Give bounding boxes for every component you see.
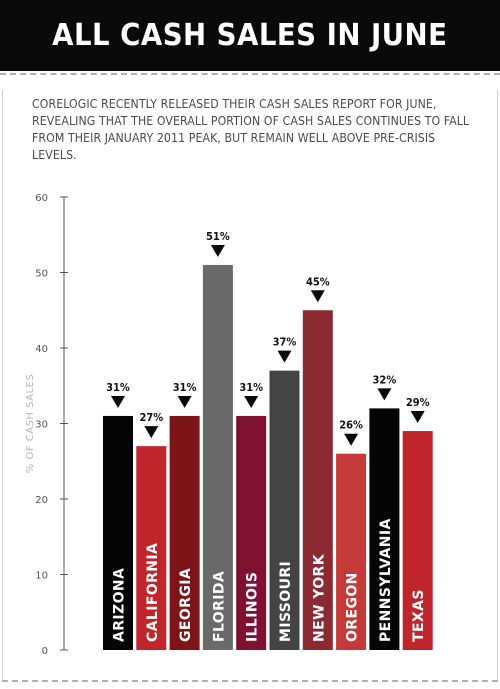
y-tick-label: 60 xyxy=(35,193,48,204)
y-tick-label: 40 xyxy=(35,344,48,355)
bar xyxy=(402,431,433,650)
bottom-divider xyxy=(2,680,498,682)
y-tick-label: 10 xyxy=(35,571,48,582)
bar xyxy=(236,415,267,650)
bar-marker-triangle xyxy=(344,433,359,446)
page-title: ALL CASH SALES IN JUNE xyxy=(52,18,448,53)
bar-category-label: ILLINOIS xyxy=(245,572,261,642)
bar-data-label: 32% xyxy=(373,373,397,386)
title-banner: ALL CASH SALES IN JUNE xyxy=(0,0,500,71)
bar-category-label: FLORIDA xyxy=(211,571,227,642)
bar-category-label: NEW YORK xyxy=(311,553,327,642)
bar-data-label: 29% xyxy=(406,396,430,409)
bar-marker-triangle xyxy=(111,395,125,408)
bar-marker-triangle xyxy=(310,290,325,303)
bar-data-label: 45% xyxy=(306,275,330,288)
bar-marker-triangle xyxy=(210,244,225,257)
bar-marker-triangle xyxy=(377,388,392,401)
y-tick-label: 50 xyxy=(35,269,48,280)
bar-marker-triangle xyxy=(410,411,425,424)
bar-data-label: 37% xyxy=(273,336,297,349)
y-axis-title: % OF CASH SALES xyxy=(25,374,36,473)
bar-category-label: MISSOURI xyxy=(278,561,294,642)
bar-data-label: 51% xyxy=(206,230,230,243)
bar-data-label: 31% xyxy=(106,381,130,394)
bar-marker-triangle xyxy=(144,426,159,439)
bar-marker-triangle xyxy=(177,395,192,408)
bar xyxy=(302,310,333,650)
bar-data-label: 31% xyxy=(173,381,197,394)
bar-data-label: 31% xyxy=(239,381,263,394)
bar-category-label: CALIFORNIA xyxy=(145,543,161,642)
bar-category-label: TEXAS xyxy=(411,589,427,642)
bar xyxy=(369,408,400,650)
bar-data-label: 26% xyxy=(339,419,363,432)
bar xyxy=(136,446,167,650)
bar xyxy=(202,264,233,650)
bar-category-label: ARIZONA xyxy=(112,568,128,642)
y-tick-label: 30 xyxy=(35,420,48,431)
bar xyxy=(336,453,367,650)
bar xyxy=(269,370,300,650)
bar xyxy=(103,415,133,650)
bar xyxy=(169,415,200,650)
bar-category-label: OREGON xyxy=(345,572,361,642)
bar-marker-triangle xyxy=(277,350,292,363)
y-tick-label: 0 xyxy=(42,646,48,657)
bar-category-label: GEORGIA xyxy=(178,568,194,642)
y-tick-label: 20 xyxy=(35,495,48,506)
bar-marker-triangle xyxy=(244,395,259,408)
intro-text: CORELOGIC RECENTLY RELEASED THEIR CASH S… xyxy=(32,97,470,162)
bar-data-label: 27% xyxy=(139,411,163,424)
bar-category-label: PENNSYLVANIA xyxy=(378,518,394,642)
top-divider xyxy=(0,73,500,75)
